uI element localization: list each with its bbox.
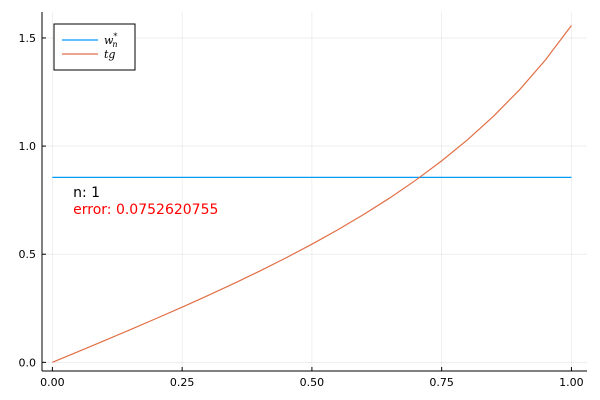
x-tick-label: 0.25 (170, 376, 195, 389)
legend-box (53, 23, 136, 71)
grid-lines (42, 12, 587, 371)
legend-label-2: tg (104, 48, 115, 61)
series-lines (52, 25, 572, 363)
y-tick-label: 0.0 (19, 356, 37, 369)
x-ticks: 0.00 0.25 0.50 0.75 1.00 (40, 367, 584, 389)
x-tick-label: 0.75 (429, 376, 454, 389)
annotation-1: n: 1 (73, 185, 100, 201)
y-tick-label: 1.5 (19, 32, 37, 45)
legend-label-1: w* n (104, 32, 118, 49)
annotation-2: error: 0.0752620755 (73, 202, 218, 218)
x-tick-label: 1.00 (559, 376, 584, 389)
axes (41, 12, 587, 372)
legend: w* ntg (53, 23, 136, 71)
y-ticks: 0.0 0.5 1.0 1.5 (19, 32, 46, 369)
x-tick-label: 0.50 (300, 376, 325, 389)
series-line-2 (52, 25, 572, 363)
y-tick-label: 1.0 (19, 140, 37, 153)
y-tick-label: 0.5 (19, 248, 37, 261)
x-tick-label: 0.00 (40, 376, 65, 389)
